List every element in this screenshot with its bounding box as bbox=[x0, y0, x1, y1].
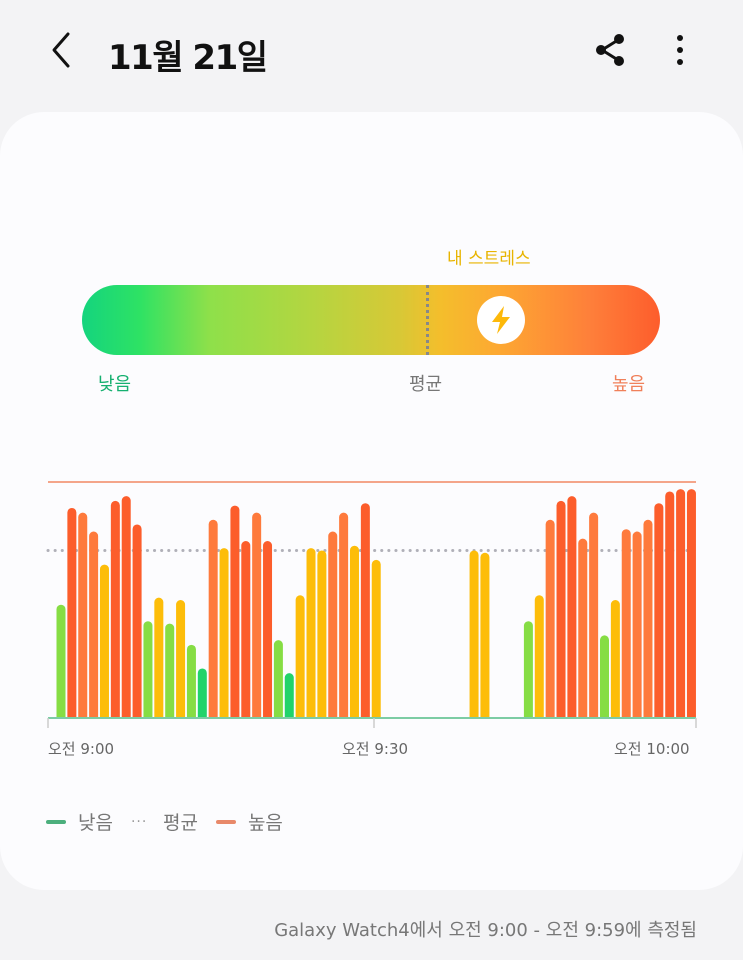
x-tick-label: 오전 9:00 bbox=[48, 740, 115, 758]
bar bbox=[219, 548, 229, 722]
bar bbox=[121, 496, 131, 722]
back-button[interactable] bbox=[44, 28, 80, 72]
bar bbox=[99, 564, 109, 722]
chevron-left-icon bbox=[52, 32, 70, 68]
lightning-icon bbox=[492, 306, 510, 334]
measurement-source: Galaxy Watch4에서 오전 9:00 - 오전 9:59에 측정됨 bbox=[274, 920, 697, 941]
bar bbox=[632, 531, 642, 722]
chart-mask bbox=[48, 718, 696, 735]
bar bbox=[676, 489, 686, 722]
bar bbox=[56, 604, 66, 722]
gauge-high-label: 높음 bbox=[612, 374, 646, 395]
legend-high: 높음 bbox=[215, 808, 283, 835]
bar bbox=[578, 538, 588, 722]
bar bbox=[154, 597, 164, 722]
bar bbox=[545, 519, 555, 722]
bar bbox=[654, 503, 664, 722]
bar bbox=[165, 623, 175, 722]
chart-legend: 낮음 ··· 평균 높음 bbox=[46, 808, 301, 835]
gauge-average-label: 평균 bbox=[409, 374, 443, 395]
bar bbox=[610, 600, 620, 722]
bar bbox=[480, 552, 490, 722]
my-stress-marker bbox=[477, 296, 525, 344]
bar bbox=[143, 621, 153, 722]
bar bbox=[230, 505, 240, 722]
bar bbox=[621, 529, 631, 722]
bar bbox=[132, 524, 142, 722]
bar bbox=[208, 519, 218, 722]
bar bbox=[273, 640, 283, 722]
bar bbox=[78, 512, 88, 722]
bar bbox=[176, 600, 186, 722]
bar bbox=[284, 673, 294, 722]
my-stress-label: 내 스트레스 bbox=[447, 249, 531, 269]
legend-low: 낮음 bbox=[46, 808, 113, 835]
more-vertical-icon bbox=[677, 35, 683, 65]
bar bbox=[295, 595, 305, 722]
x-tick-label: 오전 9:30 bbox=[342, 740, 409, 758]
legend-average: ··· 평균 bbox=[131, 808, 198, 835]
bar bbox=[523, 621, 533, 722]
bar bbox=[567, 496, 577, 722]
legend-low-swatch bbox=[46, 819, 66, 824]
bar bbox=[360, 503, 370, 722]
legend-high-swatch bbox=[215, 819, 236, 824]
legend-average-label: 평균 bbox=[162, 812, 198, 834]
legend-high-label: 높음 bbox=[247, 812, 283, 834]
bar bbox=[686, 489, 696, 722]
bar bbox=[600, 635, 609, 722]
average-marker bbox=[426, 285, 429, 355]
legend-average-swatch: ··· bbox=[130, 813, 148, 830]
share-button[interactable] bbox=[590, 30, 630, 70]
gauge-low-label: 낮음 bbox=[98, 374, 132, 395]
bar bbox=[110, 500, 120, 722]
bar bbox=[534, 595, 544, 722]
more-options-button[interactable] bbox=[662, 30, 698, 70]
stress-bar-chart bbox=[46, 481, 698, 735]
bar bbox=[317, 550, 327, 722]
bar bbox=[349, 545, 359, 722]
bar bbox=[186, 644, 196, 722]
stress-gauge-bar bbox=[82, 285, 660, 355]
bar bbox=[328, 531, 338, 722]
bar bbox=[556, 500, 566, 722]
bar bbox=[67, 507, 77, 722]
bar bbox=[197, 668, 207, 722]
bar bbox=[252, 512, 262, 722]
bar bbox=[339, 512, 349, 722]
x-tick-label: 오전 10:00 bbox=[614, 740, 690, 758]
bar bbox=[241, 541, 251, 722]
bar bbox=[643, 519, 653, 722]
bar bbox=[371, 559, 381, 722]
bar bbox=[589, 512, 599, 722]
page-title: 11월 21일 bbox=[108, 38, 268, 78]
bar bbox=[89, 531, 99, 722]
share-icon bbox=[596, 34, 624, 66]
bar bbox=[469, 550, 479, 722]
bar bbox=[263, 541, 273, 722]
bar bbox=[665, 491, 675, 722]
bar bbox=[306, 548, 316, 722]
legend-low-label: 낮음 bbox=[78, 812, 113, 834]
